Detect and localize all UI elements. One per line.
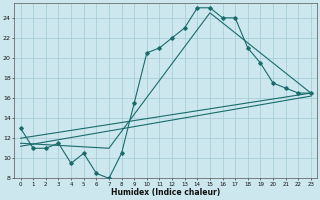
X-axis label: Humidex (Indice chaleur): Humidex (Indice chaleur)	[111, 188, 220, 197]
